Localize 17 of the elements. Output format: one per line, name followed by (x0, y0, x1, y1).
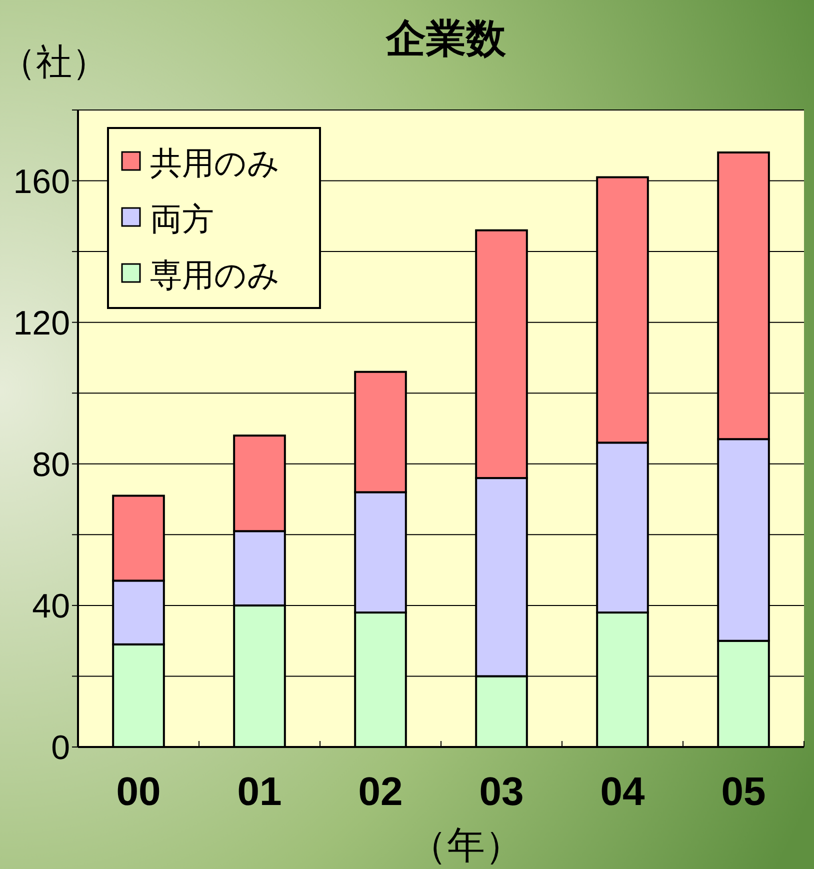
x-tick-label: 05 (721, 770, 766, 814)
y-tick-label: 120 (13, 304, 70, 342)
chart-title: 企業数 (385, 17, 507, 61)
x-tick-label: 00 (116, 770, 161, 814)
x-axis-title: （年） (409, 825, 523, 867)
x-tick-label: 02 (358, 770, 403, 814)
y-tick-label: 80 (32, 446, 70, 484)
legend-label: 共用のみ (150, 145, 280, 181)
x-tick-label: 04 (600, 770, 646, 814)
y-tick-label: 40 (32, 587, 70, 626)
y-axis-title: （社） (0, 41, 108, 82)
y-tick-label: 0 (51, 729, 70, 767)
legend-label: 両方 (150, 201, 214, 237)
x-tick-label: 03 (479, 770, 524, 814)
x-tick-label: 01 (237, 770, 282, 814)
legend-label: 専用のみ (150, 257, 280, 293)
y-tick-label: 160 (13, 162, 70, 201)
